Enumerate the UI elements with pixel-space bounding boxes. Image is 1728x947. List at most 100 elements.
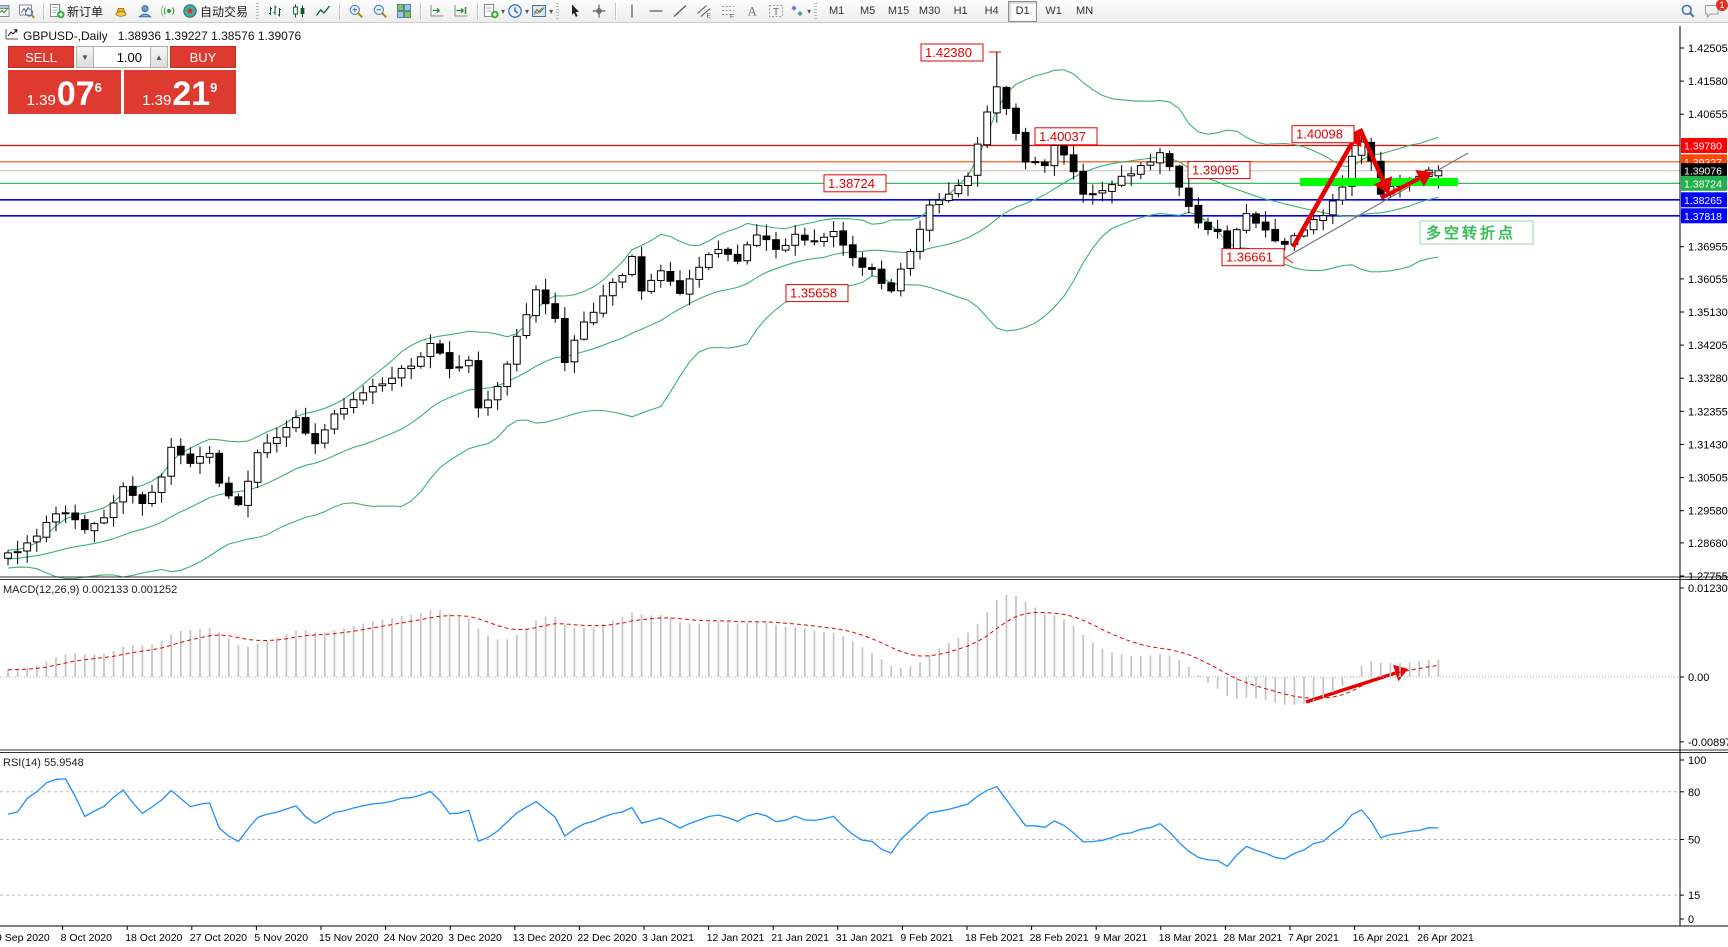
bollinger-bands — [7, 69, 1439, 580]
signals-button[interactable] — [157, 1, 181, 21]
timeframe-m1-button[interactable]: M1 — [828, 5, 845, 17]
chevron-down-icon: ▾ — [549, 6, 554, 16]
pane-dividers[interactable] — [0, 576, 1728, 753]
chart-area[interactable]: 1.42380 1.40037 1.40098 1.39095 1.38724 1.366… — [0, 22, 1728, 947]
sell-button[interactable]: SELL — [8, 46, 74, 68]
svg-text:1.38724: 1.38724 — [828, 176, 875, 191]
timeframe-d1-button[interactable]: D1 — [1008, 0, 1038, 22]
svg-text:1.33280: 1.33280 — [1688, 373, 1728, 385]
sell-price-display[interactable]: 1.39 07 6 — [8, 70, 121, 114]
chart-window-button[interactable] — [0, 1, 15, 21]
volume-decrease-button[interactable]: ▼ — [76, 46, 94, 68]
sell-price-pip: 6 — [94, 80, 102, 95]
tile-windows-button[interactable] — [392, 1, 416, 21]
search-button[interactable] — [1676, 1, 1700, 21]
timeframe-m15-button[interactable]: M15 — [887, 5, 910, 17]
chart-autoscroll-button[interactable] — [449, 1, 473, 21]
svg-text:18 Feb 2021: 18 Feb 2021 — [965, 932, 1024, 944]
period-clock-button[interactable]: ▾ — [506, 1, 530, 21]
hline-icon — [649, 10, 663, 12]
toolbar-drag-handle — [556, 3, 560, 19]
cursor-button[interactable] — [563, 1, 587, 21]
text-label-button[interactable]: T — [764, 1, 788, 21]
volume-increase-button[interactable]: ▲ — [150, 46, 168, 68]
bars-chart-button[interactable] — [263, 1, 287, 21]
tile-windows-icon — [397, 4, 412, 18]
new-order-button[interactable]: 新订单 — [48, 1, 109, 21]
market-gold-button[interactable] — [109, 1, 133, 21]
buy-button[interactable]: BUY — [170, 46, 236, 68]
trendline-icon — [673, 5, 687, 17]
chevron-down-icon: ▾ — [525, 6, 530, 16]
timeframe-m5-button[interactable]: M5 — [859, 5, 876, 17]
svg-text:0.00: 0.00 — [1688, 672, 1709, 684]
zoom-in-button[interactable] — [344, 1, 368, 21]
notification-badge: 1 — [1716, 0, 1728, 11]
svg-text:多空转折点: 多空转折点 — [1426, 224, 1516, 242]
trendline[interactable] — [1282, 152, 1469, 260]
autotrade-button[interactable]: 自动交易 — [181, 1, 254, 21]
price-chart[interactable]: 1.42380 1.40037 1.40098 1.39095 1.38724 1.366… — [0, 22, 1728, 947]
template-icon — [532, 5, 547, 17]
buy-price-display[interactable]: 1.39 21 9 — [123, 70, 236, 114]
svg-text:31 Jan 2021: 31 Jan 2021 — [836, 932, 894, 944]
trendline-button[interactable] — [668, 1, 692, 21]
community-button[interactable] — [133, 1, 157, 21]
svg-text:1.36661: 1.36661 — [1226, 250, 1273, 265]
channel-button[interactable]: E — [692, 1, 716, 21]
note-box[interactable]: 多空转折点 — [1419, 220, 1534, 245]
svg-text:9 Feb 2021: 9 Feb 2021 — [900, 932, 953, 944]
hline-button[interactable] — [644, 1, 668, 21]
timeframe-h1-button[interactable]: H1 — [953, 5, 968, 17]
fibo-button[interactable]: F — [716, 1, 740, 21]
svg-text:0: 0 — [1688, 914, 1694, 926]
volume-input[interactable]: 1.00 — [94, 46, 150, 68]
chart-window-icon — [0, 5, 10, 17]
timeframe-mn-button[interactable]: MN — [1076, 5, 1094, 17]
text-a-button[interactable]: A — [740, 1, 764, 21]
svg-text:8 Oct 2020: 8 Oct 2020 — [61, 932, 113, 944]
crosshair-button[interactable] — [587, 1, 611, 21]
line-chart-button[interactable] — [311, 1, 335, 21]
channel-icon: E — [697, 5, 712, 20]
svg-text:1.40037: 1.40037 — [1039, 129, 1086, 144]
shapes-icon — [791, 5, 803, 17]
zoom-out-button[interactable] — [368, 1, 392, 21]
chat-button[interactable]: 1 — [1700, 0, 1728, 21]
time-axis[interactable]: 9 Sep 2020 8 Oct 2020 18 Oct 2020 27 Oct 20… — [0, 925, 1728, 944]
buy-price-prefix: 1.39 — [142, 92, 172, 109]
toolbar-separator — [420, 2, 422, 20]
price-axis[interactable]: 1.42505 1.41580 1.40655 1.36955 1.36055 1.351… — [1679, 26, 1728, 926]
candles-chart-button[interactable] — [287, 1, 311, 21]
svg-text:1.38724: 1.38724 — [1684, 178, 1722, 190]
line-chart-icon — [316, 5, 331, 16]
toolbar-separator — [43, 2, 44, 20]
horizontal-level-lines[interactable] — [0, 144, 1680, 217]
timeframe-w1-button[interactable]: W1 — [1045, 5, 1062, 17]
one-click-trading-panel: SELL ▼ 1.00 ▲ BUY 1.39 07 6 1.39 21 9 — [8, 46, 236, 114]
support-band[interactable] — [1300, 178, 1458, 186]
price-callouts[interactable]: 1.42380 1.40037 1.40098 1.39095 1.38724 1.366… — [785, 43, 1361, 303]
svg-text:24 Nov 2020: 24 Nov 2020 — [384, 932, 444, 944]
template-button[interactable]: ▾ — [530, 1, 554, 21]
tick-chart-icon — [19, 4, 35, 19]
svg-text:1.40098: 1.40098 — [1296, 127, 1343, 142]
svg-text:F: F — [730, 14, 734, 20]
candles-chart-icon — [293, 4, 305, 18]
svg-text:16 Apr 2021: 16 Apr 2021 — [1353, 932, 1410, 944]
chart-shift-button[interactable] — [425, 1, 449, 21]
autotrade-label: 自动交易 — [200, 4, 249, 19]
add-indicator-button[interactable]: ▾ — [482, 1, 506, 21]
tick-chart-button[interactable] — [15, 1, 39, 21]
svg-text:1.31430: 1.31430 — [1688, 439, 1728, 451]
svg-text:1.34205: 1.34205 — [1688, 340, 1728, 352]
rsi-pane: RSI(14) 55.9548 — [0, 757, 1680, 896]
timeframe-m30-button[interactable]: M30 — [918, 5, 941, 17]
svg-text:100: 100 — [1688, 755, 1706, 767]
toolbar: 新订单 自动交易 ▾ ▾ ▾ E F A T ▾ M1 M5 M15 M30 H1 H4 D1 W1 MN 1 — [0, 0, 1728, 23]
vline-button[interactable] — [620, 1, 644, 21]
timeframe-h4-button[interactable]: H4 — [984, 5, 999, 17]
shapes-button[interactable]: ▾ — [788, 1, 812, 21]
svg-text:E: E — [707, 13, 712, 20]
svg-text:3 Jan 2021: 3 Jan 2021 — [642, 932, 694, 944]
